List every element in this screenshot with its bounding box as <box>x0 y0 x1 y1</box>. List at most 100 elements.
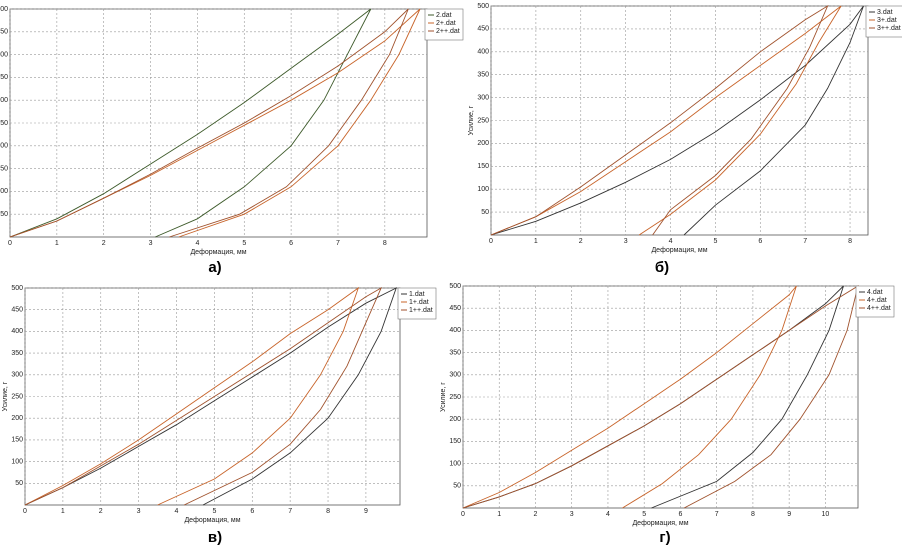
y-tick-label: 200 <box>11 415 23 422</box>
x-tick-label: 5 <box>642 511 646 518</box>
data-line <box>9 8 372 238</box>
y-tick-label: 300 <box>449 372 461 379</box>
x-tick-label: 3 <box>149 240 153 247</box>
y-axis-label: Усилие, г <box>440 382 447 412</box>
x-tick-label: 1 <box>61 508 65 515</box>
y-tick-label: 100 <box>477 186 489 193</box>
x-tick-label: 9 <box>364 508 368 515</box>
y-axis-label: Усилие, г <box>468 105 475 135</box>
legend-label: 1.dat <box>409 291 425 298</box>
data-line <box>490 5 864 236</box>
x-tick-label: 5 <box>242 240 246 247</box>
legend-label: 3+.dat <box>877 17 897 24</box>
legend-label: 4+.dat <box>867 297 887 304</box>
y-tick-label: 50 <box>481 209 489 216</box>
x-tick-label: 2 <box>534 511 538 518</box>
x-tick-label: 7 <box>336 240 340 247</box>
x-tick-label: 9 <box>787 511 791 518</box>
x-tick-label: 0 <box>489 238 493 245</box>
y-tick-label: 100 <box>0 188 8 195</box>
data-line <box>24 286 383 506</box>
legend-box <box>424 8 464 41</box>
x-axis-label: Деформация, мм <box>190 249 246 256</box>
x-axis-label: Деформация, мм <box>651 247 707 254</box>
legend-box <box>397 287 437 320</box>
data-line <box>462 285 797 509</box>
legend-label: 2++.dat <box>436 28 460 35</box>
y-tick-label: 400 <box>477 49 489 56</box>
x-tick-label: 4 <box>175 508 179 515</box>
y-tick-label: 450 <box>11 307 23 314</box>
y-tick-label: 150 <box>11 437 23 444</box>
legend-label: 3++.dat <box>877 25 901 32</box>
data-line <box>24 287 397 506</box>
y-tick-label: 250 <box>11 393 23 400</box>
chart: 0 1 2 3 4 5 6 7 8 9 10 50 100 150 200 250 300 350 400 450 50… <box>440 283 895 546</box>
caption: г) <box>659 529 670 546</box>
x-tick-label: 2 <box>579 238 583 245</box>
y-tick-label: 300 <box>0 97 8 104</box>
chart: 0 1 2 3 4 5 6 7 8 9 50 100 150 200 250 300 350 400 450 500 Д… <box>2 285 437 546</box>
x-tick-label: 3 <box>570 511 574 518</box>
y-tick-label: 450 <box>0 29 8 36</box>
legend-label: 2.dat <box>436 12 452 19</box>
chart: 0 1 2 3 4 5 6 7 8 50 100 150 200 250 300 350 400 450 500 Де… <box>468 3 902 276</box>
x-tick-label: 1 <box>534 238 538 245</box>
x-tick-label: 6 <box>289 240 293 247</box>
data-line <box>24 286 360 506</box>
y-tick-label: 350 <box>449 349 461 356</box>
data-line <box>9 8 421 238</box>
x-tick-label: 3 <box>624 238 628 245</box>
x-tick-label: 5 <box>212 508 216 515</box>
legend-label: 4.dat <box>867 289 883 296</box>
y-tick-label: 150 <box>449 438 461 445</box>
y-tick-label: 450 <box>477 26 489 33</box>
x-tick-label: 1 <box>497 511 501 518</box>
data-line <box>490 4 829 236</box>
y-tick-label: 50 <box>453 483 461 490</box>
x-tick-label: 0 <box>23 508 27 515</box>
y-tick-label: 250 <box>0 120 8 127</box>
y-tick-label: 300 <box>477 94 489 101</box>
y-tick-label: 350 <box>0 74 8 81</box>
legend-label: 4++.dat <box>867 305 891 312</box>
y-tick-label: 100 <box>11 458 23 465</box>
x-tick-label: 2 <box>102 240 106 247</box>
caption: б) <box>655 259 669 276</box>
x-tick-label: 6 <box>250 508 254 515</box>
x-tick-label: 6 <box>758 238 762 245</box>
x-tick-label: 6 <box>678 511 682 518</box>
y-tick-label: 50 <box>0 211 8 218</box>
x-tick-label: 7 <box>803 238 807 245</box>
y-tick-label: 500 <box>0 6 8 13</box>
x-tick-label: 4 <box>606 511 610 518</box>
x-tick-label: 5 <box>713 238 717 245</box>
x-axis-label: Деформация, мм <box>632 520 688 527</box>
x-axis-label: Деформация, мм <box>184 517 240 524</box>
y-tick-label: 250 <box>477 117 489 124</box>
chart: 0 1 2 3 4 5 6 7 8 50 100 150 200 250 300 350 400 450 500 Де… <box>0 6 464 276</box>
y-tick-label: 150 <box>0 165 8 172</box>
x-tick-label: 4 <box>669 238 673 245</box>
y-axis-label: Усилие, г <box>2 381 9 411</box>
y-tick-label: 400 <box>11 328 23 335</box>
y-tick-label: 150 <box>477 163 489 170</box>
legend-box <box>865 5 902 38</box>
y-tick-label: 350 <box>11 350 23 357</box>
caption: а) <box>208 259 221 276</box>
x-tick-label: 10 <box>821 511 829 518</box>
x-tick-label: 4 <box>195 240 199 247</box>
x-tick-label: 7 <box>715 511 719 518</box>
y-tick-label: 200 <box>0 143 8 150</box>
y-tick-label: 350 <box>477 72 489 79</box>
y-tick-label: 500 <box>449 283 461 290</box>
x-tick-label: 1 <box>55 240 59 247</box>
y-tick-label: 300 <box>11 372 23 379</box>
legend-label: 3.dat <box>877 9 893 16</box>
x-tick-label: 8 <box>751 511 755 518</box>
y-tick-label: 50 <box>15 480 23 487</box>
x-tick-label: 0 <box>461 511 465 518</box>
x-tick-label: 8 <box>326 508 330 515</box>
x-tick-label: 8 <box>848 238 852 245</box>
